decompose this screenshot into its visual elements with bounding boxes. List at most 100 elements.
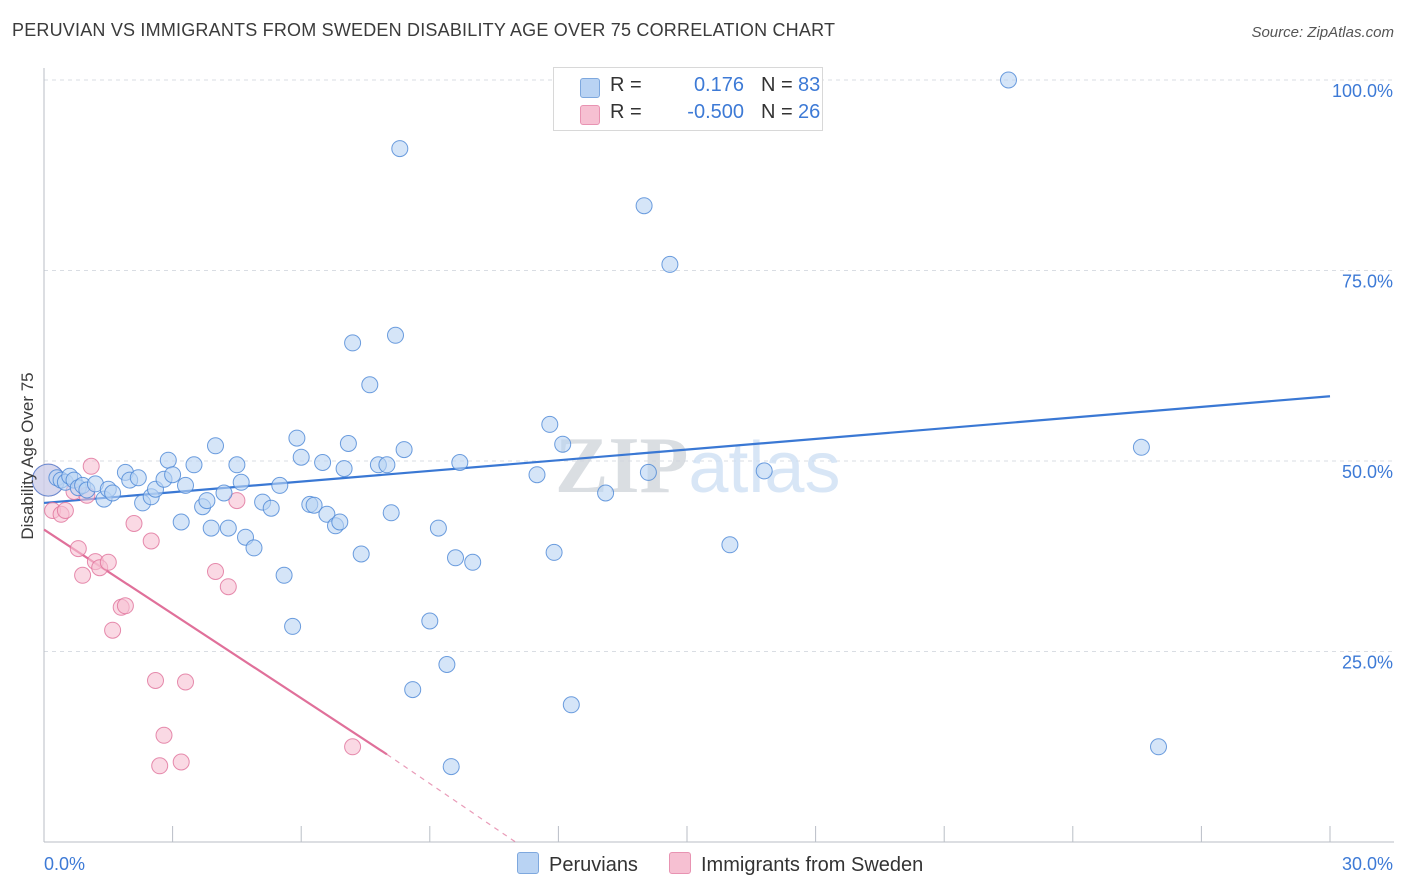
data-points xyxy=(31,71,1167,776)
data-point-peruvians xyxy=(262,499,280,517)
data-point-peruvians xyxy=(528,466,546,484)
correlation-legend: R = 0.176 N = 83 R = -0.500 N = 26 xyxy=(553,67,823,131)
data-point-peruvians xyxy=(597,484,615,502)
data-point-peruvians xyxy=(198,492,216,510)
data-point-peruvians xyxy=(562,696,580,714)
data-point-peruvians xyxy=(429,519,447,537)
legend-r-value: 0.176 xyxy=(693,74,744,96)
data-point-sweden xyxy=(344,738,362,756)
data-point-sweden xyxy=(142,532,160,550)
data-point-peruvians xyxy=(331,513,349,531)
tick-labels: 25.0% 50.0% 75.0% 100.0% 0.0% 30.0% xyxy=(44,81,1393,874)
data-point-peruvians xyxy=(172,513,190,531)
data-point-peruvians xyxy=(288,429,306,447)
data-point-peruvians xyxy=(207,437,224,455)
legend-n-value: 83 xyxy=(798,74,821,96)
data-point-peruvians xyxy=(335,460,353,478)
grid-lines xyxy=(44,79,1394,652)
legend-item-peruvians[interactable]: Peruvians xyxy=(517,852,638,877)
x-tick-label: 0.0% xyxy=(44,854,85,874)
data-point-peruvians xyxy=(1150,738,1167,756)
data-point-sweden xyxy=(147,672,164,689)
data-point-peruvians xyxy=(391,140,409,158)
chart-title: PERUVIAN VS IMMIGRANTS FROM SWEDEN DISAB… xyxy=(12,20,836,40)
data-point-sweden xyxy=(125,515,143,532)
data-point-peruvians xyxy=(185,456,203,474)
data-point-peruvians xyxy=(271,476,289,494)
data-point-peruvians xyxy=(438,656,456,673)
data-point-peruvians xyxy=(404,681,422,699)
data-point-sweden xyxy=(104,621,122,639)
data-point-peruvians xyxy=(361,376,379,394)
legend-r-label: R = xyxy=(610,101,642,123)
data-point-peruvians xyxy=(447,549,464,567)
data-point-peruvians xyxy=(554,435,572,453)
data-point-peruvians xyxy=(159,451,177,469)
data-point-sweden xyxy=(207,563,224,580)
legend-n-label: N = xyxy=(761,74,793,96)
y-axis-label: Disability Age Over 75 xyxy=(18,372,37,539)
data-point-peruvians xyxy=(232,473,250,491)
data-point-sweden xyxy=(219,578,237,596)
data-point-peruvians xyxy=(314,454,332,471)
data-point-peruvians xyxy=(318,505,336,523)
legend-r-value: -0.500 xyxy=(687,101,744,123)
y-tick-label: 100.0% xyxy=(1332,81,1393,101)
data-point-peruvians xyxy=(202,519,220,537)
data-point-peruvians xyxy=(219,519,237,537)
data-point-peruvians xyxy=(639,463,657,481)
data-point-peruvians xyxy=(1000,71,1017,89)
data-point-sweden xyxy=(228,492,246,510)
watermark: ZIPatlas xyxy=(555,422,840,510)
trend-line-peruvians xyxy=(43,395,1331,505)
data-point-peruvians xyxy=(378,456,396,474)
data-point-peruvians xyxy=(387,326,404,344)
series-legend: Peruvians Immigrants from Sweden xyxy=(0,852,1406,878)
legend-item-sweden[interactable]: Immigrants from Sweden xyxy=(669,852,923,877)
data-point-peruvians xyxy=(1132,438,1150,456)
data-point-sweden xyxy=(56,502,74,519)
data-point-peruvians xyxy=(215,484,233,502)
data-point-peruvians xyxy=(177,476,194,494)
data-point-sweden xyxy=(116,597,134,615)
data-point-peruvians xyxy=(228,456,246,474)
legend-label-peruvians: Peruvians xyxy=(549,854,638,876)
legend-n-value: 26 xyxy=(798,101,821,123)
data-point-peruvians xyxy=(721,536,739,554)
data-point-sweden xyxy=(172,753,190,771)
data-point-peruvians xyxy=(339,435,357,452)
data-point-peruvians xyxy=(382,504,400,522)
data-point-sweden xyxy=(69,540,87,558)
watermark-zip: ZIP xyxy=(555,422,688,510)
data-point-peruvians xyxy=(305,496,323,514)
data-point-peruvians xyxy=(275,566,293,584)
legend-r-label: R = xyxy=(610,74,642,96)
data-point-peruvians xyxy=(104,484,122,502)
data-point-sweden xyxy=(99,553,117,571)
data-point-peruvians xyxy=(451,454,469,471)
data-point-peruvians xyxy=(164,466,182,484)
legend-label-sweden: Immigrants from Sweden xyxy=(701,854,924,876)
legend-swatch-pink xyxy=(669,852,691,874)
data-point-peruvians xyxy=(395,441,413,459)
data-point-peruvians xyxy=(464,553,482,571)
legend-n-label: N = xyxy=(761,101,793,123)
data-point-peruvians xyxy=(344,334,362,352)
y-tick-label: 75.0% xyxy=(1342,272,1393,292)
y-tick-label: 50.0% xyxy=(1342,462,1393,482)
data-point-peruvians xyxy=(245,539,263,557)
axes xyxy=(43,68,1394,843)
legend-swatch-blue xyxy=(580,78,600,98)
legend-swatch-pink xyxy=(580,105,600,125)
legend-swatch-blue xyxy=(517,852,539,874)
data-point-peruvians xyxy=(661,255,679,273)
data-point-peruvians xyxy=(284,617,302,635)
data-point-peruvians xyxy=(442,758,460,776)
x-tick-label: 30.0% xyxy=(1342,854,1393,874)
data-point-peruvians xyxy=(541,415,559,433)
chart-source: Source: ZipAtlas.com xyxy=(1251,24,1394,41)
data-point-sweden xyxy=(151,757,169,775)
data-point-peruvians xyxy=(352,545,370,563)
data-point-sweden xyxy=(177,673,194,691)
